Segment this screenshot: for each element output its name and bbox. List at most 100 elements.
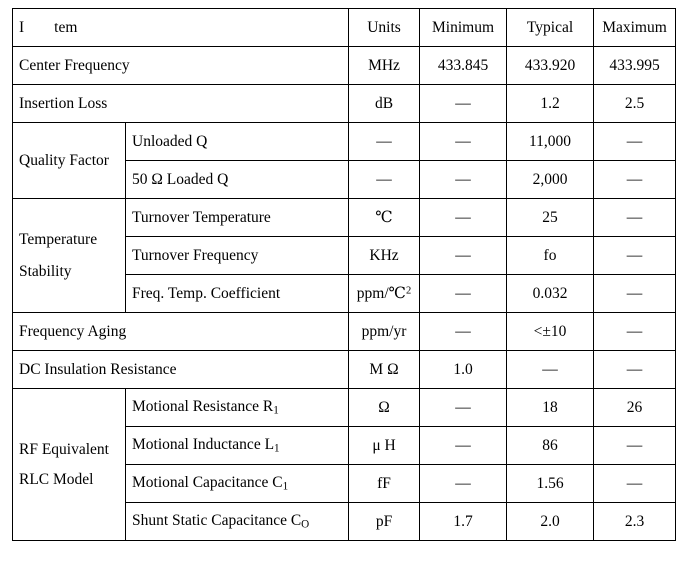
cell-typical: —	[506, 350, 595, 389]
group-label-stability: Stability	[19, 262, 72, 280]
cell-minimum: —	[419, 426, 508, 465]
row-item-loaded-q: 50 Ω Loaded Q	[124, 160, 350, 199]
cell-typical: 86	[506, 426, 595, 465]
column-header-minimum: Minimum	[419, 8, 508, 47]
row-item-turnover-frequency: Turnover Frequency	[124, 236, 350, 275]
table-row: DC Insulation Resistance M Ω 1.0 — —	[11, 350, 677, 389]
cell-units: fF	[348, 464, 421, 503]
column-header-units: Units	[348, 8, 421, 47]
header-item-part1: I	[19, 18, 25, 36]
row-item-frequency-aging: Frequency Aging	[11, 312, 350, 351]
table-row: Quality Factor Unloaded Q — — 11,000 —	[12, 122, 677, 199]
row-item-subscript: 1	[282, 480, 289, 493]
cell-maximum: —	[593, 464, 677, 503]
table-row: Temperature Stability Turnover Temperatu…	[12, 198, 677, 313]
row-item-motional-capacitance: Motional Capacitance C1	[124, 464, 350, 503]
header-item-part2: tem	[54, 18, 78, 36]
cell-typical: 2,000	[506, 160, 595, 199]
table-row: Freq. Temp. Coefficient ppm/℃2 — 0.032 —	[13, 274, 677, 313]
group-label-rlc-model: RLC Model	[19, 470, 94, 488]
cell-typical: 1.2	[506, 84, 595, 123]
cell-typical: 1.56	[506, 464, 595, 503]
cell-units: ppm/℃2	[348, 274, 421, 313]
row-item-freq-temp-coefficient: Freq. Temp. Coefficient	[124, 274, 350, 313]
cell-typical: fo	[506, 236, 595, 275]
group-label-rf-equivalent: RF Equivalent	[19, 441, 109, 458]
table-row: Motional Inductance L1 μ H — 86 —	[13, 426, 677, 465]
cell-units-exponent: 2	[405, 285, 412, 297]
cell-typical: 433.920	[506, 46, 595, 85]
cell-minimum: —	[419, 122, 508, 161]
row-item-subscript: 1	[274, 442, 280, 455]
group-label-quality-factor: Quality Factor	[12, 122, 126, 199]
row-item-base: Shunt Static Capacitance C	[132, 511, 302, 529]
cell-minimum: —	[419, 160, 508, 199]
cell-units: Ω	[348, 388, 421, 427]
cell-maximum: —	[593, 236, 677, 275]
row-item-motional-inductance: Motional Inductance L1	[124, 426, 350, 465]
cell-minimum: —	[419, 312, 508, 351]
row-item-insertion-loss: Insertion Loss	[11, 84, 350, 123]
cell-maximum: —	[593, 274, 677, 313]
table-row: Motional Capacitance C1 fF — 1.56 —	[13, 464, 677, 503]
cell-units: ℃	[348, 198, 421, 237]
cell-maximum: 26	[593, 388, 677, 427]
table-row: Insertion Loss dB — 1.2 2.5	[11, 84, 677, 123]
cell-minimum: —	[419, 236, 508, 275]
cell-units: pF	[348, 502, 421, 541]
group-label-rf-equivalent-rlc-model: RF Equivalent RLC Model	[12, 388, 126, 541]
cell-minimum: —	[419, 274, 508, 313]
cell-units: μ H	[348, 426, 421, 465]
cell-maximum: —	[593, 160, 677, 199]
cell-maximum: —	[593, 426, 677, 465]
row-item-motional-resistance: Motional Resistance R1	[124, 388, 350, 427]
table-row: RF Equivalent RLC Model Motional Resista…	[12, 388, 677, 541]
row-item-shunt-static-capacitance: Shunt Static Capacitance CO	[124, 502, 350, 541]
cell-maximum: 2.5	[593, 84, 677, 123]
cell-minimum: 1.7	[419, 502, 508, 541]
cell-minimum: —	[419, 198, 508, 237]
row-item-base: Motional Capacitance C	[132, 473, 283, 491]
cell-maximum: —	[593, 312, 677, 351]
cell-typical: 18	[506, 388, 595, 427]
cell-maximum: —	[593, 122, 677, 161]
cell-units: dB	[348, 84, 421, 123]
row-item-subscript: 1	[273, 404, 279, 417]
cell-typical: 11,000	[506, 122, 595, 161]
row-item-center-frequency: Center Frequency	[11, 46, 350, 85]
group-label-temperature-stability: Temperature Stability	[12, 198, 126, 313]
cell-maximum: 433.995	[593, 46, 677, 85]
cell-minimum: —	[419, 388, 508, 427]
table-row: Shunt Static Capacitance CO pF 1.7 2.0 2…	[13, 502, 677, 541]
cell-units: ppm/yr	[348, 312, 421, 351]
cell-units: MHz	[348, 46, 421, 85]
row-item-unloaded-q: Unloaded Q	[124, 122, 350, 161]
cell-typical: 25	[506, 198, 595, 237]
cell-units: KHz	[348, 236, 421, 275]
row-item-base: Motional Inductance L	[132, 435, 275, 453]
row-item-turnover-temperature: Turnover Temperature	[124, 198, 350, 237]
group-label-temperature: Temperature	[19, 231, 98, 248]
cell-maximum: 2.3	[593, 502, 677, 541]
cell-units-base: ppm/℃	[356, 284, 406, 302]
cell-typical: <±10	[506, 312, 595, 351]
cell-units: —	[348, 122, 421, 161]
cell-minimum: —	[419, 464, 508, 503]
table-row: Center Frequency MHz 433.845 433.920 433…	[11, 46, 677, 85]
row-item-dc-insulation-resistance: DC Insulation Resistance	[11, 350, 350, 389]
column-header-maximum: Maximum	[593, 8, 677, 47]
column-header-typical: Typical	[506, 8, 595, 47]
cell-minimum: 433.845	[419, 46, 508, 85]
table-row: Turnover Frequency KHz — fo —	[13, 236, 677, 275]
cell-maximum: —	[593, 350, 677, 389]
table-row: Frequency Aging ppm/yr — <±10 —	[11, 312, 677, 351]
cell-typical: 0.032	[506, 274, 595, 313]
table-row: 50 Ω Loaded Q — — 2,000 —	[13, 160, 677, 199]
cell-typical: 2.0	[506, 502, 595, 541]
row-item-subscript: O	[301, 518, 310, 531]
cell-maximum: —	[593, 198, 677, 237]
